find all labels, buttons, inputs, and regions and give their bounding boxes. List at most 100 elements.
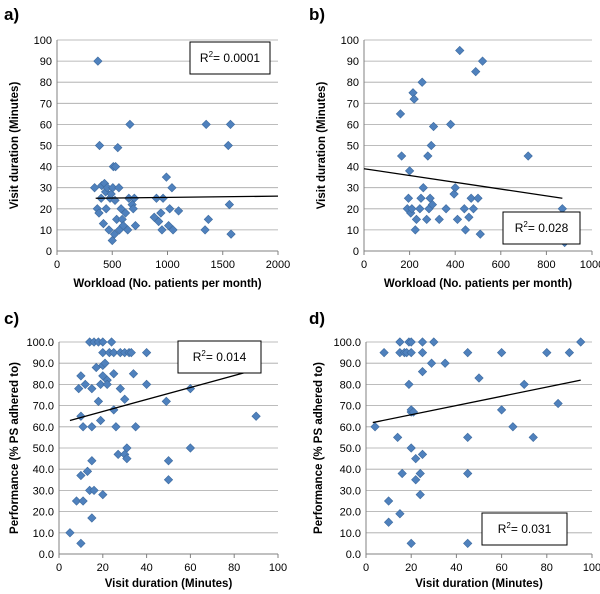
data-point	[87, 456, 97, 466]
data-point	[411, 214, 422, 224]
y-tick-label: 70	[40, 98, 52, 110]
y-tick-label: 10	[40, 225, 52, 237]
data-point	[397, 468, 407, 479]
data-point	[203, 214, 214, 224]
data-point	[123, 225, 133, 235]
r2-box	[189, 41, 271, 75]
x-tick-label: 1500	[211, 259, 235, 271]
data-point	[82, 466, 93, 476]
data-point	[173, 206, 184, 216]
trend-line	[69, 368, 257, 422]
data-point	[415, 490, 425, 500]
y-tick-label: 40	[40, 162, 52, 174]
y-tick-label: 60.0	[340, 422, 361, 434]
x-tick-label: 0	[54, 259, 60, 271]
data-point	[542, 347, 552, 358]
data-point	[114, 183, 124, 193]
x-axis-title: Visit duration (Minutes)	[105, 578, 233, 590]
data-point	[163, 475, 174, 485]
data-point	[93, 396, 104, 406]
data-point	[370, 422, 380, 432]
r2-value: = 0.014	[206, 350, 247, 364]
y-tick-label: 70	[347, 98, 359, 110]
data-point	[115, 384, 125, 394]
y-tick-label: 100.0	[26, 337, 54, 349]
data-point	[74, 384, 84, 394]
y-tick-label: 100	[34, 35, 52, 47]
data-point	[130, 221, 141, 231]
data-point	[89, 485, 99, 496]
x-tick-label: 400	[446, 259, 464, 271]
x-tick-label: 200	[400, 259, 418, 271]
data-point	[423, 151, 433, 161]
data-point	[422, 214, 432, 224]
data-point	[383, 496, 394, 506]
data-point	[406, 538, 416, 549]
y-tick-label: 90	[40, 56, 52, 68]
data-point	[395, 109, 406, 119]
data-point	[157, 225, 167, 235]
y-tick-label: 50.0	[33, 443, 54, 455]
r2-value: = 0.031	[511, 522, 552, 536]
data-point	[455, 45, 465, 56]
panel-label: d)	[309, 309, 325, 328]
data-point	[225, 119, 236, 130]
data-point	[406, 347, 416, 358]
data-point	[441, 204, 451, 214]
data-point	[395, 509, 405, 519]
r2-base: R	[515, 221, 524, 235]
data-point	[403, 193, 414, 203]
x-tick-label: 60	[184, 562, 196, 574]
data-point	[477, 56, 488, 66]
data-point	[98, 337, 108, 347]
data-point	[406, 443, 416, 453]
data-point	[100, 358, 110, 368]
data-point	[98, 218, 109, 229]
x-tick-label: 20	[97, 562, 109, 574]
data-point	[528, 432, 538, 443]
data-point	[450, 183, 460, 193]
x-tick-label: 0	[363, 562, 369, 574]
x-tick-label: 20	[405, 562, 417, 574]
data-point	[167, 183, 177, 193]
data-point	[464, 212, 474, 222]
data-point	[185, 443, 196, 453]
r2-superscript: 2	[506, 521, 511, 530]
data-point	[404, 379, 414, 390]
data-point	[87, 422, 97, 432]
y-tick-label: 50	[347, 141, 359, 153]
r2-base: R	[498, 522, 507, 536]
data-point	[78, 422, 88, 432]
data-point	[223, 140, 233, 151]
y-tick-label: 0.0	[346, 549, 361, 561]
y-tick-label: 70.0	[33, 401, 54, 413]
y-tick-label: 0.0	[39, 549, 54, 561]
x-tick-label: 500	[103, 259, 121, 271]
r2-base: R	[193, 350, 202, 364]
y-tick-label: 80	[347, 77, 359, 89]
data-point	[427, 199, 438, 210]
y-tick-label: 30	[347, 183, 359, 195]
y-tick-label: 0	[46, 246, 52, 258]
data-point	[106, 337, 117, 347]
data-point	[128, 204, 138, 214]
data-point	[224, 199, 235, 210]
data-point	[452, 214, 463, 224]
data-point	[395, 337, 405, 347]
y-tick-label: 100.0	[333, 337, 361, 349]
y-axis-title: Performance (% PS adhered to)	[313, 362, 325, 534]
data-point	[474, 373, 484, 383]
y-tick-label: 80.0	[340, 379, 361, 391]
data-point	[434, 214, 444, 224]
data-point	[94, 208, 104, 218]
data-point	[463, 432, 473, 443]
data-point	[122, 453, 132, 464]
x-tick-label: 80	[228, 562, 240, 574]
data-point	[406, 337, 416, 347]
data-point	[496, 347, 507, 358]
r2-superscript: 2	[523, 220, 528, 229]
data-point	[409, 94, 419, 104]
data-point	[417, 347, 428, 358]
data-point	[110, 161, 121, 172]
data-point	[122, 443, 132, 453]
